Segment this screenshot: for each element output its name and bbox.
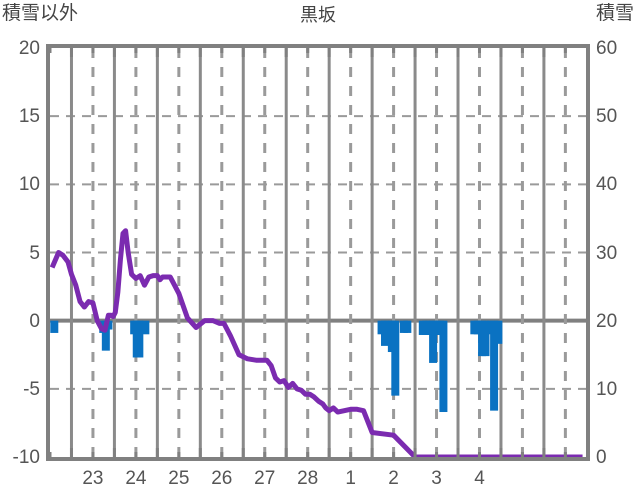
- x-tick-23: 23: [82, 468, 104, 489]
- snow-bar: [429, 320, 438, 363]
- left-tick-0: 0: [29, 310, 40, 332]
- snow-bar: [494, 320, 503, 344]
- right-tick-60: 60: [596, 38, 618, 59]
- chart-canvas: [50, 48, 586, 457]
- page-title: 黒坂: [300, 5, 336, 25]
- snow-bar: [50, 320, 59, 333]
- left-tick-20: 20: [18, 38, 40, 59]
- right-tick-10: 10: [596, 378, 618, 400]
- x-tick-25: 25: [168, 468, 190, 489]
- right-axis-title: 積雪: [595, 3, 634, 24]
- left-tick--10: -10: [12, 447, 40, 468]
- x-tick-2: 2: [388, 468, 399, 489]
- right-tick-50: 50: [596, 106, 618, 128]
- snow-bar: [439, 320, 448, 413]
- right-tick-30: 30: [596, 242, 618, 264]
- right-tick-0: 0: [596, 447, 607, 468]
- x-tick-1: 1: [345, 468, 356, 489]
- snow-bar: [381, 320, 389, 346]
- snow-bar: [473, 320, 482, 335]
- x-tick-4: 4: [474, 468, 485, 489]
- left-tick-15: 15: [18, 106, 40, 128]
- x-tick-28: 28: [297, 468, 319, 489]
- x-tick-26: 26: [211, 468, 233, 489]
- right-tick-40: 40: [596, 174, 618, 196]
- left-tick-10: 10: [18, 174, 40, 196]
- x-tick-3: 3: [431, 468, 442, 489]
- snow-bar: [141, 320, 150, 335]
- x-tick-24: 24: [125, 468, 147, 489]
- snow-bar: [481, 320, 490, 357]
- temperature-line: [50, 228, 583, 457]
- right-tick-20: 20: [596, 310, 618, 332]
- snow-bar: [101, 320, 110, 351]
- plot-area: [46, 44, 590, 461]
- x-tick-27: 27: [254, 468, 276, 489]
- snow-bar: [490, 320, 499, 411]
- snow-bar: [391, 320, 400, 396]
- left-tick--5: -5: [23, 378, 40, 400]
- snow-bar: [135, 320, 144, 358]
- plot-inner: [50, 48, 586, 457]
- snow-bar: [403, 320, 412, 333]
- left-axis-title: 積雪以外: [2, 3, 79, 24]
- left-tick-5: 5: [29, 242, 40, 264]
